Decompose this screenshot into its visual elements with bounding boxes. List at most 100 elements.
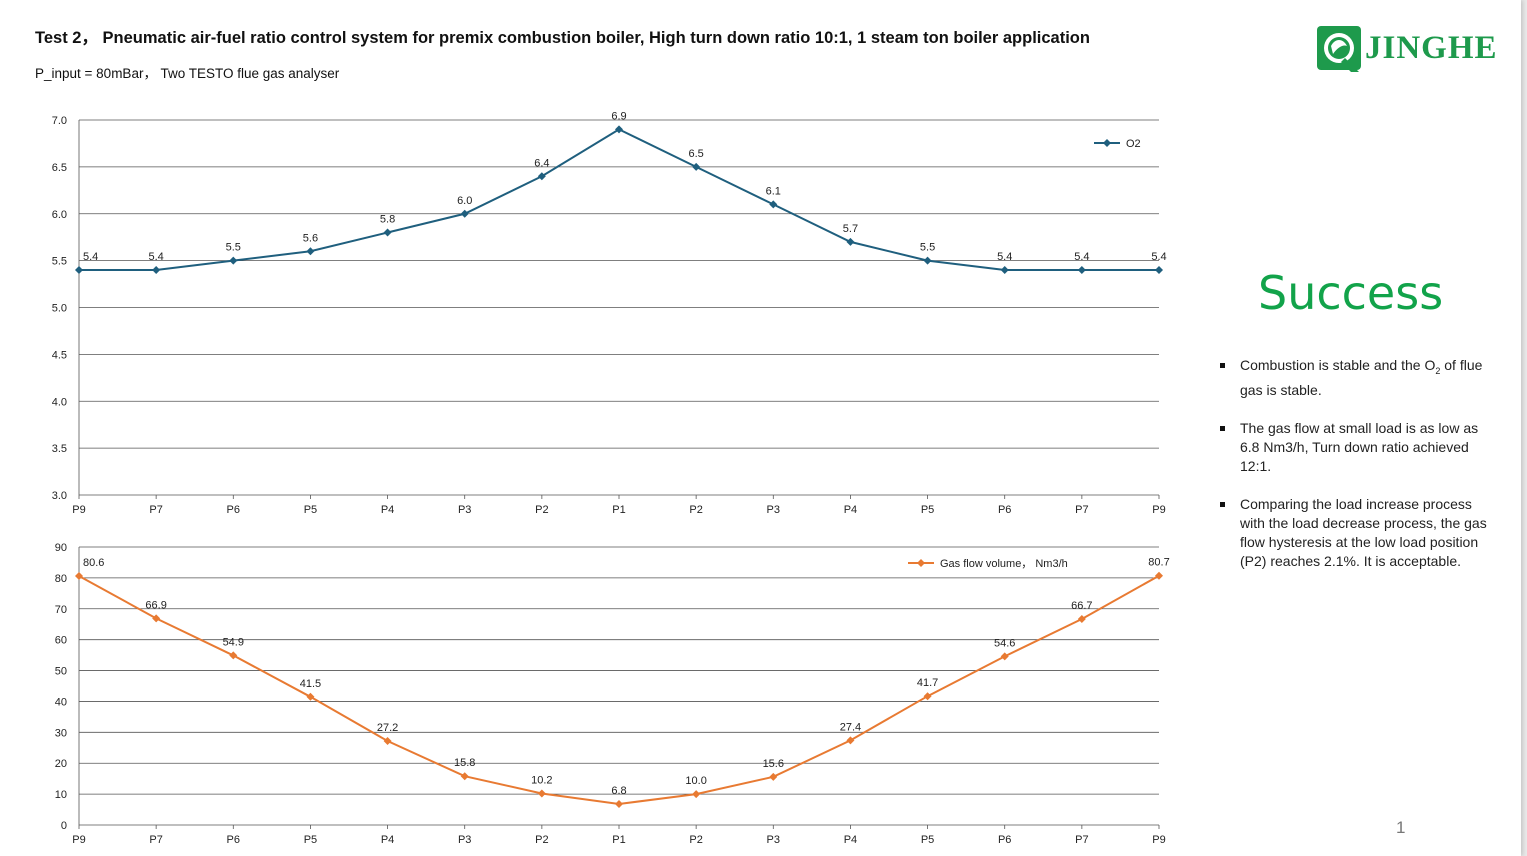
x-tick-label: P3 bbox=[767, 834, 780, 846]
y-tick-label: 90 bbox=[55, 542, 67, 554]
data-label: 80.7 bbox=[1148, 557, 1169, 569]
x-tick-label: P2 bbox=[689, 504, 702, 516]
y-tick-label: 70 bbox=[55, 604, 67, 616]
data-label: 41.7 bbox=[917, 677, 938, 689]
data-label: 54.9 bbox=[223, 636, 244, 648]
data-label: 6.0 bbox=[457, 195, 472, 207]
y-tick-label: 5.0 bbox=[52, 303, 67, 315]
jinghe-logo: JINGHE bbox=[1315, 24, 1515, 76]
data-point bbox=[460, 772, 469, 781]
y-tick-label: 3.0 bbox=[52, 490, 67, 502]
slide-title: Test 2， Pneumatic air-fuel ratio control… bbox=[35, 29, 1090, 47]
data-point bbox=[75, 266, 83, 274]
data-label: 5.5 bbox=[226, 242, 241, 254]
x-tick-label: P4 bbox=[381, 834, 394, 846]
x-tick-label: P5 bbox=[921, 834, 934, 846]
x-tick-label: P3 bbox=[458, 834, 471, 846]
legend-marker bbox=[1103, 139, 1111, 147]
data-point bbox=[229, 256, 238, 265]
data-label: 5.5 bbox=[920, 242, 935, 254]
y-tick-label: 80 bbox=[55, 573, 67, 585]
x-tick-label: P9 bbox=[72, 504, 85, 516]
data-point bbox=[537, 789, 546, 798]
x-tick-label: P7 bbox=[149, 834, 162, 846]
y-tick-label: 3.5 bbox=[52, 443, 67, 455]
data-point bbox=[692, 790, 701, 799]
y-tick-label: 60 bbox=[55, 635, 67, 647]
data-point bbox=[229, 651, 238, 660]
data-label: 15.6 bbox=[763, 758, 784, 770]
x-tick-label: P4 bbox=[381, 504, 394, 516]
data-point bbox=[923, 692, 932, 701]
data-point bbox=[769, 200, 778, 209]
y-tick-label: 7.0 bbox=[52, 115, 67, 127]
x-tick-label: P6 bbox=[227, 834, 240, 846]
x-tick-label: P4 bbox=[844, 834, 857, 846]
data-point bbox=[306, 692, 315, 701]
x-tick-label: P5 bbox=[304, 504, 317, 516]
x-tick-label: P9 bbox=[72, 834, 85, 846]
conclusion-item: Comparing the load increase process with… bbox=[1218, 495, 1488, 571]
data-point bbox=[75, 572, 83, 581]
data-point bbox=[692, 162, 701, 171]
data-point bbox=[1000, 266, 1009, 274]
y-tick-label: 4.5 bbox=[52, 349, 67, 361]
x-tick-label: P6 bbox=[998, 834, 1011, 846]
x-tick-label: P5 bbox=[921, 504, 934, 516]
y-tick-label: 50 bbox=[55, 666, 67, 678]
data-label: 66.9 bbox=[145, 599, 166, 611]
data-label: 5.4 bbox=[83, 251, 98, 263]
data-label: 80.6 bbox=[83, 557, 104, 569]
data-point bbox=[152, 614, 161, 623]
success-heading: Success bbox=[1258, 266, 1444, 320]
data-point bbox=[383, 228, 392, 237]
page-number: 1 bbox=[1396, 818, 1406, 837]
y-tick-label: 6.0 bbox=[52, 209, 67, 221]
data-label: 5.4 bbox=[997, 251, 1012, 263]
y-tick-label: 5.5 bbox=[52, 256, 67, 268]
data-label: 5.4 bbox=[148, 251, 163, 263]
x-tick-label: P2 bbox=[535, 504, 548, 516]
data-label: 6.5 bbox=[688, 148, 703, 160]
y-tick-label: 20 bbox=[55, 758, 67, 770]
y-tick-label: 0 bbox=[61, 820, 67, 832]
data-label: 5.7 bbox=[843, 223, 858, 235]
data-point bbox=[615, 125, 623, 134]
data-point bbox=[615, 799, 623, 808]
x-tick-label: P1 bbox=[612, 834, 625, 846]
logo-text: JINGHE bbox=[1365, 30, 1498, 66]
data-point bbox=[152, 266, 161, 274]
data-point bbox=[1077, 614, 1086, 623]
data-label: 27.4 bbox=[840, 721, 861, 733]
data-point bbox=[383, 736, 392, 745]
data-label: 15.8 bbox=[454, 757, 475, 769]
x-tick-label: P7 bbox=[149, 504, 162, 516]
data-label: 10.2 bbox=[531, 774, 552, 786]
x-tick-label: P3 bbox=[458, 504, 471, 516]
data-label: 27.2 bbox=[377, 722, 398, 734]
data-label: 6.4 bbox=[534, 157, 549, 169]
data-point bbox=[1155, 266, 1163, 274]
slide-subtitle: P_input = 80mBar， Two TESTO flue gas ana… bbox=[35, 66, 340, 81]
x-tick-label: P7 bbox=[1075, 504, 1088, 516]
y-tick-label: 6.5 bbox=[52, 162, 67, 174]
data-label: 41.5 bbox=[300, 678, 321, 690]
data-point bbox=[460, 209, 469, 218]
legend-label: O2 bbox=[1126, 138, 1141, 150]
data-label: 5.8 bbox=[380, 214, 395, 226]
data-label: 6.8 bbox=[611, 785, 626, 797]
x-tick-label: P5 bbox=[304, 834, 317, 846]
data-point bbox=[846, 736, 855, 745]
conclusion-item: The gas flow at small load is as low as … bbox=[1218, 419, 1488, 476]
data-point bbox=[769, 772, 778, 781]
conclusion-list: Combustion is stable and the O2 of flue … bbox=[1218, 356, 1488, 590]
data-point bbox=[1155, 571, 1163, 580]
x-tick-label: P7 bbox=[1075, 834, 1088, 846]
x-tick-label: P4 bbox=[844, 504, 857, 516]
data-label: 6.9 bbox=[611, 110, 626, 122]
x-tick-label: P9 bbox=[1152, 834, 1165, 846]
data-point bbox=[1077, 266, 1086, 274]
y-tick-label: 4.0 bbox=[52, 396, 67, 408]
